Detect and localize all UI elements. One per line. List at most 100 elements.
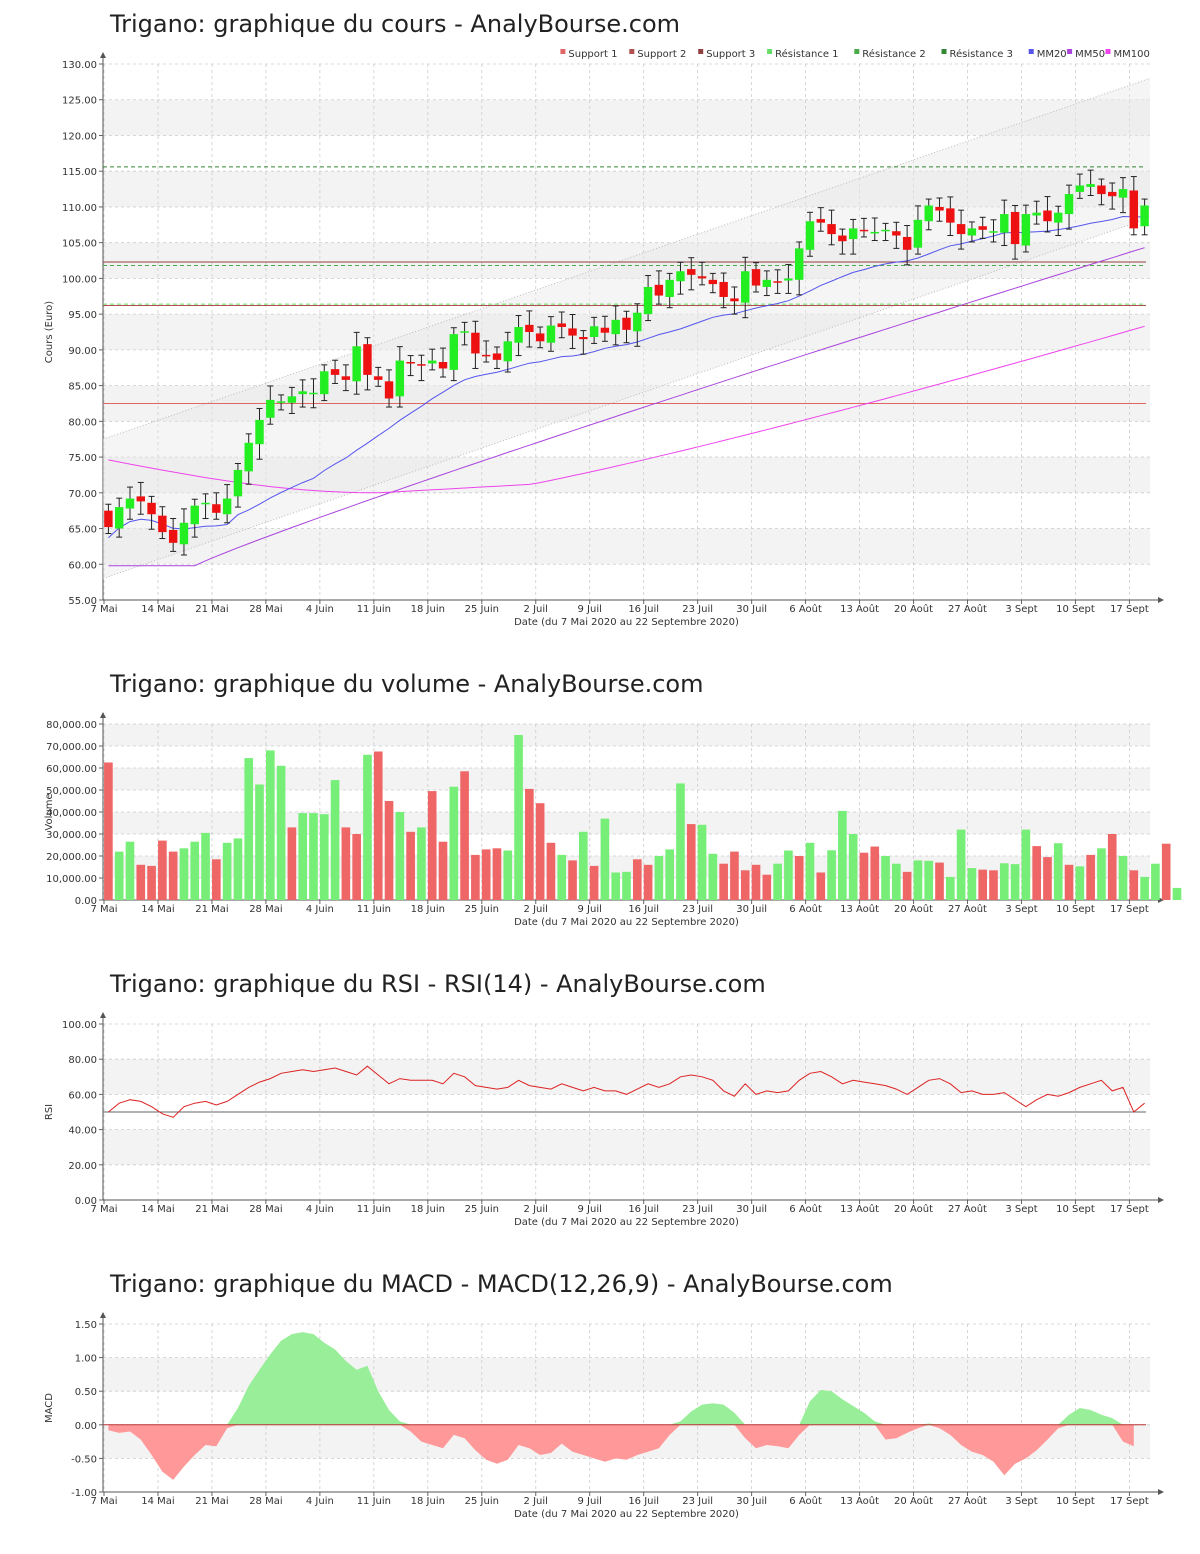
price-xtick-label: 25 Juin [465,604,499,615]
candle-body [794,248,804,280]
candle-body [330,369,340,375]
macd-ytick-label: 0.50 [75,1387,97,1398]
candle-body [676,271,685,282]
volume-bar [363,754,372,900]
volume-bar [438,841,448,900]
volume-bar [643,864,653,900]
volume-bar [902,871,912,900]
macd-ytick-label: -0.50 [71,1454,97,1465]
candle-body [136,496,145,502]
rsi-xtick-label: 11 Juin [357,1204,391,1215]
price-xtick-label: 14 Mai [141,604,174,615]
volume-xtick-label: 21 Mai [195,904,228,915]
macd-xtick-label: 13 Août [840,1495,879,1507]
volume-bar [719,863,728,900]
candle-body [741,271,750,303]
price-ytick-label: 130.00 [62,60,97,71]
candle-body [1010,211,1020,245]
volume-bar [546,842,556,900]
macd-panel: Trigano: graphique du MACD - MACD(12,26,… [0,1260,1200,1550]
price-grid-band [103,242,1150,279]
volume-bar [1097,848,1106,900]
volume-grid-band [103,724,1150,746]
price-grid-band [103,99,1150,136]
volume-ytick-label: 70,000.00 [46,742,97,753]
candle-body [611,319,620,335]
volume-chart-title: Trigano: graphique du volume - AnalyBour… [110,670,704,698]
candle-body [168,529,178,543]
volume-bar [978,869,988,900]
rsi-xtick-label: 13 Août [840,1203,879,1215]
rsi-xtick-label: 9 Juil [578,1204,602,1215]
candle-body [535,333,545,342]
candle-body [546,325,556,343]
volume-xtick-label: 11 Juin [357,904,391,915]
price-ytick-label: 70.00 [68,489,97,500]
volume-xtick-label: 20 Août [894,903,933,915]
volume-bar [1086,854,1095,900]
legend-swatch [1067,49,1073,54]
rsi-xtick-label: 27 Août [948,1203,987,1215]
candle-body [395,360,405,397]
rsi-chart: 0.00 20.00 40.00 60.00 80.00 100.00 7 Mai 14 Ma… [44,1012,1164,1228]
volume-xlabel: Date (du 7 Mai 2020 au 22 Septembre 2020… [514,917,739,928]
rsi-xtick-label: 21 Mai [195,1204,228,1215]
rsi-panel: Trigano: graphique du RSI - RSI(14) - An… [0,960,1200,1240]
volume-bar [222,842,232,900]
candle-body [287,396,297,403]
macd-xtick-label: 28 Mai [249,1496,282,1507]
macd-xtick-label: 18 Juin [411,1496,445,1507]
price-xtick-label: 27 Août [948,603,987,615]
candle-body [276,401,286,403]
candle-body [298,391,307,395]
candle-body [492,353,502,360]
volume-bar [730,851,739,900]
rsi-xtick-label: 20 Août [894,1203,933,1215]
rsi-ytick-label: 80.00 [68,1055,97,1066]
price-panel: Trigano: graphique du cours - AnalyBours… [0,0,1200,640]
candle-body [201,502,210,505]
volume-xtick-label: 2 Juil [524,904,548,915]
volume-bar [1032,846,1041,900]
macd-xtick-label: 9 Juil [578,1496,602,1507]
volume-bar [1151,863,1160,900]
volume-bar [1010,864,1020,900]
volume-bar [373,751,383,900]
volume-xtick-label: 28 Mai [249,904,282,915]
volume-bar [1172,887,1182,900]
volume-bar [557,854,567,900]
volume-bar [179,848,189,900]
macd-xtick-label: 11 Juin [357,1496,391,1507]
rsi-x-arrow [1158,1197,1164,1203]
macd-y-arrow [100,1312,106,1318]
rsi-xtick-label: 3 Sept [1005,1204,1037,1215]
candle-body [460,331,469,333]
price-ylabel: Cours (Euro) [44,301,55,364]
legend-swatch [1028,49,1034,54]
volume-ytick-label: 30,000.00 [46,830,97,841]
candle-body [1054,212,1063,223]
legend-label: MM20 [1037,49,1067,60]
volume-bar [460,771,469,900]
volume-bar [168,851,178,900]
macd-xtick-label: 21 Mai [195,1496,228,1507]
candle-body [384,381,394,399]
legend-label: Support 1 [568,49,617,60]
price-xtick-label: 23 Juil [682,604,713,615]
price-chart-title: Trigano: graphique du cours - AnalyBours… [110,10,681,38]
volume-bar [989,870,998,900]
candle-body [104,510,113,528]
macd-ytick-label: -1.00 [71,1488,97,1499]
price-xtick-label: 17 Sept [1110,604,1149,615]
macd-xtick-label: 3 Sept [1005,1496,1037,1507]
macd-negative-area [108,1424,1134,1480]
volume-bar [924,860,934,900]
price-ytick-label: 55.00 [68,596,97,607]
volume-bar [676,783,685,900]
rsi-grid-band [103,1129,1150,1165]
volume-ytick-label: 50,000.00 [46,786,97,797]
candle-body [913,219,923,248]
candle-body [1000,214,1009,233]
volume-bar [848,834,858,900]
legend-swatch [1105,49,1111,54]
